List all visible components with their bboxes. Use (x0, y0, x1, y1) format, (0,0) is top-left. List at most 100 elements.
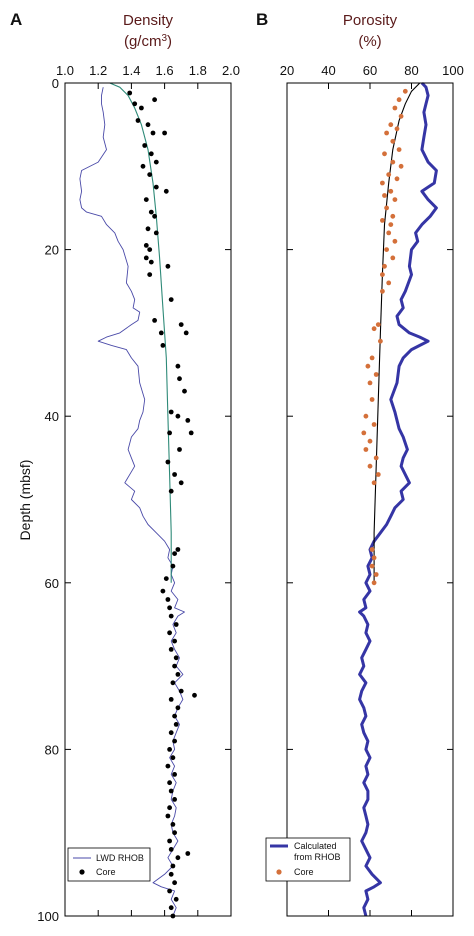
core-density-point (143, 243, 149, 248)
core-density-point (168, 409, 174, 415)
core-porosity-point (384, 247, 389, 253)
core-density-point (165, 263, 171, 269)
core-density-point (172, 830, 178, 836)
core-density-point (165, 763, 171, 769)
core-density-point (185, 851, 191, 856)
calc-porosity-line (358, 81, 438, 917)
core-porosity-point (380, 180, 385, 186)
core-density-point (173, 722, 179, 727)
core-density-point (152, 97, 158, 103)
core-density-point (168, 697, 174, 702)
core-density-point (163, 188, 169, 194)
panel-a: A Density (g/cm3) 1.0 1.2 1.4 1.6 1.8 2.0 0 20… (10, 10, 240, 924)
core-density-point (167, 605, 173, 611)
core-density-point (173, 896, 179, 902)
core-density-point (185, 418, 191, 423)
panel-b-title: Porosity (343, 12, 398, 29)
core-density-point (165, 459, 171, 465)
core-porosity-point (371, 555, 377, 561)
core-density-point (167, 805, 173, 811)
core-density-point (167, 630, 173, 636)
legend-lwd-label: LWD RHOB (96, 853, 144, 863)
core-density-point (148, 259, 154, 265)
panel-b-frame (286, 82, 454, 917)
core-density-point (175, 547, 181, 552)
core-porosity-point (380, 272, 385, 277)
core-porosity-point (384, 130, 389, 136)
legend-core-porosity-label: Core (294, 867, 314, 877)
x-tick-label: 20 (280, 63, 294, 78)
core-density-point (172, 738, 178, 744)
core-density-point (167, 838, 173, 844)
core-density-point (147, 172, 153, 178)
core-porosity-point (386, 280, 392, 286)
panel-a-legend-box (67, 847, 151, 882)
panel-b-x-ticks: 20 40 60 80 100 (280, 63, 464, 916)
panel-a-legend: LWD RHOB Core (67, 847, 151, 882)
x-tick-label: 80 (404, 63, 418, 78)
core-density-point (175, 705, 181, 711)
panel-a-x-ticks: 1.0 1.2 1.4 1.6 1.8 2.0 (56, 63, 240, 916)
core-porosity-point (390, 213, 396, 219)
core-density-point (147, 247, 153, 253)
core-density-point (177, 447, 182, 452)
core-porosity-point (388, 188, 394, 194)
core-porosity-point (365, 363, 371, 369)
panel-b: B Porosity (%) 20 40 60 80 100 Calculated fr… (256, 10, 464, 917)
core-porosity-point (388, 222, 394, 228)
core-porosity-point (398, 163, 404, 169)
legend-core-label: Core (96, 867, 116, 877)
core-density-point (168, 488, 174, 494)
core-porosity-point (396, 147, 402, 153)
panel-a-unit-base: (g/cm (124, 33, 162, 50)
core-density-point (168, 730, 174, 736)
panel-a-plot-area (79, 82, 197, 919)
core-density-point (175, 363, 181, 369)
core-density-point (175, 413, 181, 419)
porosity-fit-curve (373, 82, 421, 583)
legend-calc-label-1: Calculated (294, 841, 337, 851)
core-density-point (170, 563, 176, 569)
panel-b-plot-area (358, 81, 438, 917)
core-porosity-point (375, 322, 381, 327)
panel-b-legend: Calculated from RHOB Core (265, 837, 351, 882)
core-porosity-point (388, 122, 394, 128)
core-porosity-point (384, 205, 389, 211)
core-porosity-point (392, 105, 398, 111)
core-density-point (188, 430, 194, 436)
panel-a-title: Density (123, 12, 174, 29)
core-porosity-point (367, 438, 373, 444)
core-density-point (168, 905, 174, 911)
core-density-point (168, 788, 174, 794)
core-porosity-point (392, 197, 398, 203)
legend-calc-label-2: from RHOB (294, 852, 341, 862)
x-tick-label: 100 (442, 63, 464, 78)
core-density-point (175, 672, 181, 677)
core-density-point (152, 318, 158, 323)
core-density-point (170, 822, 176, 827)
x-tick-label: 2.0 (222, 63, 240, 78)
core-porosity-point (382, 193, 387, 198)
core-porosity-point (369, 397, 375, 402)
y-tick-label: 20 (45, 243, 59, 258)
core-porosity-point (386, 172, 392, 178)
panel-b-unit: (%) (358, 33, 381, 50)
core-porosity-point (373, 372, 379, 377)
core-density-point (139, 105, 144, 111)
core-density-point (165, 597, 171, 602)
core-density-point (172, 472, 178, 477)
core-density-point (168, 613, 174, 619)
core-density-point (175, 855, 181, 861)
panel-b-letter: B (256, 10, 268, 29)
legend-core-porosity-marker (276, 869, 282, 875)
core-density-point (148, 209, 154, 215)
core-density-point (140, 163, 146, 169)
y-tick-label: 100 (37, 909, 59, 924)
core-density-point (177, 376, 182, 382)
core-density-point (143, 197, 149, 203)
core-density-point (178, 688, 184, 694)
core-porosity-point (369, 355, 375, 361)
panel-a-y-ticks: 0 20 40 60 80 100 (37, 76, 231, 924)
core-density-point (168, 647, 174, 652)
